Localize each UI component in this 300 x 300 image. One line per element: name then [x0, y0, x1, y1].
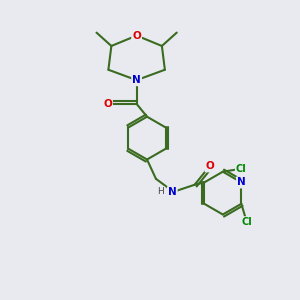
Text: N: N: [132, 75, 141, 85]
Text: Cl: Cl: [241, 217, 252, 227]
Text: O: O: [103, 99, 112, 109]
Text: H: H: [158, 187, 164, 196]
Text: Cl: Cl: [236, 164, 247, 174]
Text: N: N: [237, 177, 246, 188]
Text: N: N: [168, 187, 177, 197]
Text: O: O: [132, 31, 141, 40]
Text: O: O: [206, 161, 214, 171]
